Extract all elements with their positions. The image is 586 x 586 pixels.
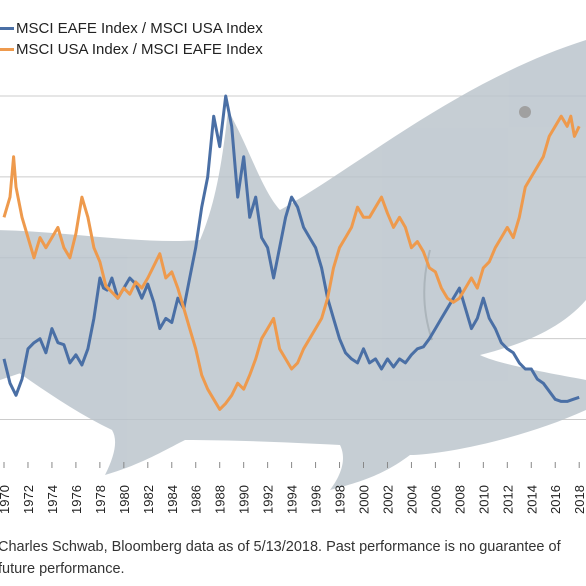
x-tick-label-1996: 1996 xyxy=(309,485,324,514)
x-tick-label-2008: 2008 xyxy=(452,485,467,514)
x-tick-label-1986: 1986 xyxy=(189,485,204,514)
x-tick-label-2002: 2002 xyxy=(380,485,395,514)
x-tick-label-1984: 1984 xyxy=(165,485,180,514)
x-tick-label-2012: 2012 xyxy=(500,485,515,514)
legend-swatch-usa-eafe xyxy=(0,48,14,51)
legend-swatch-eafe-usa xyxy=(0,27,14,30)
x-tick-label-1982: 1982 xyxy=(141,485,156,514)
legend-label-usa-eafe: MSCI USA Index / MSCI EAFE Index xyxy=(16,41,263,58)
x-tick-label-2010: 2010 xyxy=(476,485,491,514)
x-tick-label-1970: 1970 xyxy=(0,485,12,514)
legend-item-usa-eafe: MSCI USA Index / MSCI EAFE Index xyxy=(0,39,263,60)
x-tick-label-2006: 2006 xyxy=(428,485,443,514)
legend: MSCI EAFE Index / MSCI USA Index MSCI US… xyxy=(0,18,263,60)
x-tick-label-2014: 2014 xyxy=(524,485,539,514)
x-tick-label-2018: 2018 xyxy=(572,485,586,514)
x-tick-label-1998: 1998 xyxy=(333,485,348,514)
series-line-eafe-usa xyxy=(2,94,580,403)
x-tick-label-1990: 1990 xyxy=(237,485,252,514)
series-line-usa-eafe xyxy=(2,114,581,411)
x-tick-label-1978: 1978 xyxy=(93,485,108,514)
x-tick-label-1988: 1988 xyxy=(213,485,228,514)
x-tick-label-2004: 2004 xyxy=(404,485,419,514)
x-tick-label-1980: 1980 xyxy=(117,485,132,514)
x-tick-label-2000: 2000 xyxy=(357,485,372,514)
x-tick-label-1992: 1992 xyxy=(261,485,276,514)
legend-label-eafe-usa: MSCI EAFE Index / MSCI USA Index xyxy=(16,20,263,37)
shark-illustration xyxy=(0,40,586,490)
source-footnote: Charles Schwab, Bloomberg data as of 5/1… xyxy=(0,539,561,577)
x-tick-label-1974: 1974 xyxy=(45,485,60,514)
x-tick-label-1972: 1972 xyxy=(21,485,36,514)
x-tick-label-1994: 1994 xyxy=(285,485,300,514)
x-tick-label-2016: 2016 xyxy=(548,485,563,514)
legend-item-eafe-usa: MSCI EAFE Index / MSCI USA Index xyxy=(0,18,263,39)
x-tick-label-1976: 1976 xyxy=(69,485,84,514)
